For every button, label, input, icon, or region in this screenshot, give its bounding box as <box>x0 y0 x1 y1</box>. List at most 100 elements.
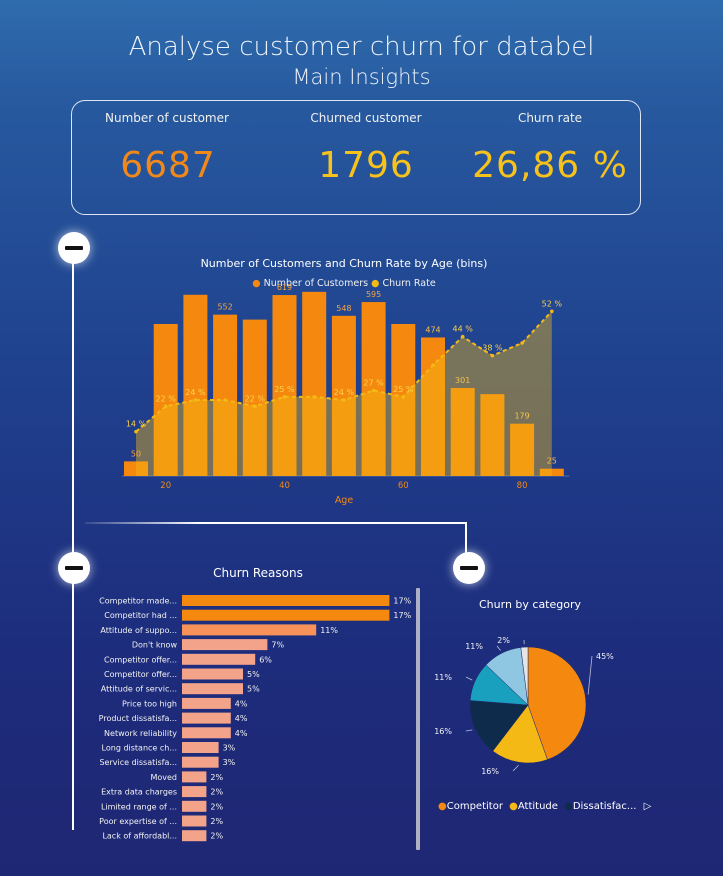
page-subtitle: Main Insights <box>292 65 431 89</box>
x-tick-label: 20 <box>160 481 171 491</box>
pie-leader-line <box>587 655 593 695</box>
reason-label: Attitude of suppo... <box>100 626 177 635</box>
reason-value-label: 17% <box>393 611 411 620</box>
bar-value-label: 25 <box>547 457 557 466</box>
kpi-rate-value: 26,86 % <box>472 145 628 186</box>
minus-icon <box>65 246 83 250</box>
reason-value-label: 2% <box>210 832 223 841</box>
reasons-chart-title: Churn Reasons <box>213 566 303 580</box>
kpi-churned-value: 1796 <box>318 145 414 186</box>
pie-leader-line <box>465 729 473 732</box>
reason-bar <box>182 683 243 695</box>
category-chart-title: Churn by category <box>478 598 582 611</box>
reason-label: Extra data charges <box>101 788 177 797</box>
reason-value-label: 2% <box>210 788 223 797</box>
legend-label: Number of Customers <box>263 278 369 289</box>
reasons-chart-svg: Competitor made... 17% Competitor had ... 1… <box>99 588 420 850</box>
customers-bar <box>124 461 148 476</box>
reason-label: Price too high <box>122 699 177 708</box>
pie-value-label: 16% <box>481 767 499 776</box>
customers-bar <box>242 319 267 476</box>
legend-dot-icon: ● <box>509 801 518 812</box>
pie-value-label: 2% <box>497 636 510 645</box>
bar-value-label: 552 <box>217 303 232 312</box>
bar-value-label: 50 <box>131 449 141 458</box>
reason-bar <box>182 668 243 680</box>
reason-label: Product dissatisfa... <box>99 714 177 723</box>
pie-leader-line <box>496 645 501 651</box>
category-chart: Churn by category 45% 16% 16% 11% 11% 2% ● Com… <box>430 590 720 830</box>
branch-connector <box>85 522 467 524</box>
reason-value-label: 11% <box>320 626 338 635</box>
churn-rate-point <box>371 388 376 393</box>
collapse-toggle-button[interactable] <box>453 552 485 584</box>
legend-dot-icon: ● <box>371 278 380 289</box>
collapse-toggle-button[interactable] <box>58 552 90 584</box>
reason-value-label: 2% <box>210 802 223 811</box>
pie-value-label: 16% <box>434 727 452 736</box>
customers-bar <box>153 324 178 476</box>
minus-icon <box>460 566 478 570</box>
legend-next-icon[interactable]: ▷ <box>643 801 652 812</box>
bar-value-label: 474 <box>425 325 440 334</box>
age-chart-svg: 50 14 % 22 % 24 % 552 22 % 619 25 % 548 24 % 595 27… <box>122 283 570 505</box>
pie-value-label: 45% <box>596 652 614 661</box>
reason-bar <box>182 639 268 651</box>
pie-slice <box>492 704 548 764</box>
reason-label: Service dissatisfa... <box>99 758 177 767</box>
rate-value-label: 24 % <box>334 388 355 397</box>
category-legend: ●Competitor ●Attitude ●Dissatisfac... ▷ <box>438 801 651 812</box>
customers-bar <box>272 295 297 476</box>
bar-value-label: 179 <box>514 412 529 421</box>
legend-label: Competitor <box>446 801 503 812</box>
reason-bar <box>182 800 207 812</box>
reason-value-label: 5% <box>247 685 260 694</box>
reason-value-label: 3% <box>223 758 236 767</box>
reason-bar <box>182 727 231 739</box>
bar-value-label: 301 <box>455 376 470 385</box>
reasons-chart: Churn Reasons Competitor made... 17% Compe… <box>95 560 425 850</box>
pie-slice <box>527 646 587 760</box>
reason-bar <box>182 609 390 621</box>
bar-value-label: 595 <box>366 290 381 299</box>
pie-slice <box>469 700 529 752</box>
reason-value-label: 7% <box>271 641 284 650</box>
reason-label: Competitor offer... <box>104 655 177 664</box>
reason-label: Poor expertise of ... <box>99 817 177 826</box>
reason-value-label: 17% <box>393 597 411 606</box>
reason-bar <box>182 742 219 753</box>
reason-bar <box>182 712 231 724</box>
reason-value-label: 5% <box>247 670 260 679</box>
customers-bar <box>480 394 505 476</box>
reason-label: Competitor had ... <box>104 611 177 620</box>
bar-value-label: 619 <box>277 283 292 292</box>
age-chart-legend: ● Number of Customers ● Churn Rate <box>110 278 578 289</box>
reason-label: Don't know <box>132 641 178 650</box>
collapse-toggle-button[interactable] <box>58 232 90 264</box>
pie-value-label: 11% <box>465 642 483 651</box>
churn-rate-point <box>401 395 406 399</box>
customers-bar <box>391 324 416 476</box>
rate-value-label: 38 % <box>482 344 503 353</box>
reason-label: Lack of affordabl... <box>102 832 177 841</box>
legend-label: Churn Rate <box>382 278 436 289</box>
scrollbar <box>416 588 420 850</box>
rate-value-label: 14 % <box>126 420 147 429</box>
reason-label: Moved <box>150 773 177 782</box>
kpi-customers-label: Number of customer <box>105 111 229 125</box>
reason-bar <box>182 830 207 842</box>
reason-value-label: 4% <box>235 729 248 738</box>
category-chart-svg: 45% 16% 16% 11% 11% 2% <box>434 636 614 776</box>
rate-value-label: 44 % <box>453 325 474 334</box>
reason-bar <box>182 786 207 798</box>
reason-value-label: 2% <box>210 773 223 782</box>
reason-label: Long distance ch... <box>102 744 177 753</box>
reason-bar <box>182 697 231 709</box>
pie-value-label: 11% <box>434 673 452 682</box>
kpi-card: Number of customer 6687 Churned customer… <box>71 100 641 215</box>
churn-rate-point <box>253 404 257 409</box>
churn-rate-point <box>490 353 495 358</box>
rate-value-label: 22 % <box>245 394 266 403</box>
customers-bar <box>421 337 445 476</box>
x-tick-label: 60 <box>398 481 409 491</box>
